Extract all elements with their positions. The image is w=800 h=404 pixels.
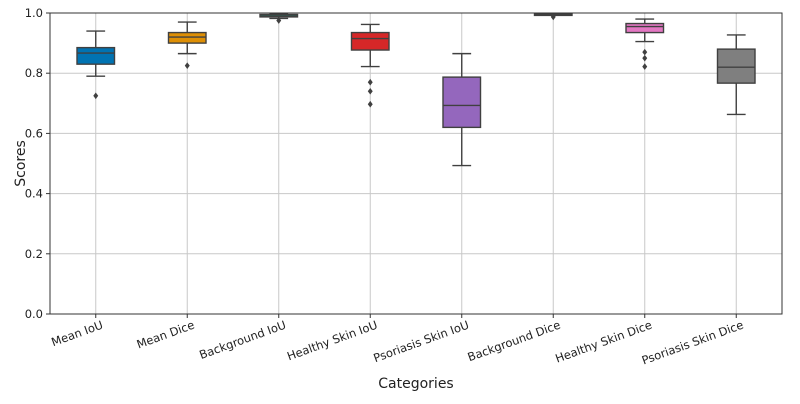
box-group: [533, 12, 573, 21]
outlier-point: [642, 48, 648, 56]
box-group: [716, 34, 756, 116]
box-iqr: [442, 76, 482, 129]
x-tick-label: Psoriasis Skin Dice: [640, 318, 745, 368]
box-group: [442, 52, 482, 167]
box-group: [167, 21, 207, 69]
x-tick-label: Healthy Skin Dice: [553, 318, 653, 366]
outlier-point: [184, 62, 190, 69]
y-tick-label: 0.8: [25, 66, 43, 80]
box-group: [259, 12, 299, 24]
box-group: [350, 23, 390, 108]
boxes: [76, 12, 756, 167]
box-group: [625, 18, 665, 70]
y-tick-label: 0.4: [25, 187, 43, 201]
outlier-point: [276, 17, 282, 24]
x-tick-label: Mean IoU: [49, 318, 104, 350]
y-axis-title: Scores: [13, 140, 29, 187]
outlier-point: [642, 54, 648, 62]
box-iqr: [350, 31, 390, 51]
x-tick-label: Healthy Skin IoU: [285, 318, 379, 364]
box-iqr: [76, 46, 116, 65]
x-tick-label: Background Dice: [466, 318, 563, 365]
y-tick-labels: 0.0 0.2 0.4 0.6 0.8 1.0: [25, 6, 50, 321]
y-tick-label: 0.2: [25, 247, 43, 261]
outlier-point: [642, 63, 648, 70]
box-group: [76, 30, 116, 100]
outlier-point: [93, 92, 99, 100]
grid-lines: [50, 12, 782, 315]
outlier-point: [367, 100, 373, 108]
box-iqr: [716, 48, 756, 84]
outlier-point: [367, 87, 373, 95]
y-tick-label: 0.0: [25, 307, 43, 321]
x-tick-label: Psoriasis Skin IoU: [372, 318, 471, 366]
outlier-point: [550, 13, 556, 21]
x-tick-label: Background IoU: [197, 318, 287, 362]
box-iqr: [625, 22, 665, 34]
y-tick-label: 0.6: [25, 126, 43, 140]
outlier-point: [367, 78, 373, 86]
y-tick-label: 1.0: [25, 6, 43, 20]
x-axis-title: Categories: [378, 376, 453, 392]
box-iqr: [167, 31, 207, 44]
plot-frame: [49, 12, 783, 315]
x-tick-label: Mean Dice: [135, 318, 197, 352]
